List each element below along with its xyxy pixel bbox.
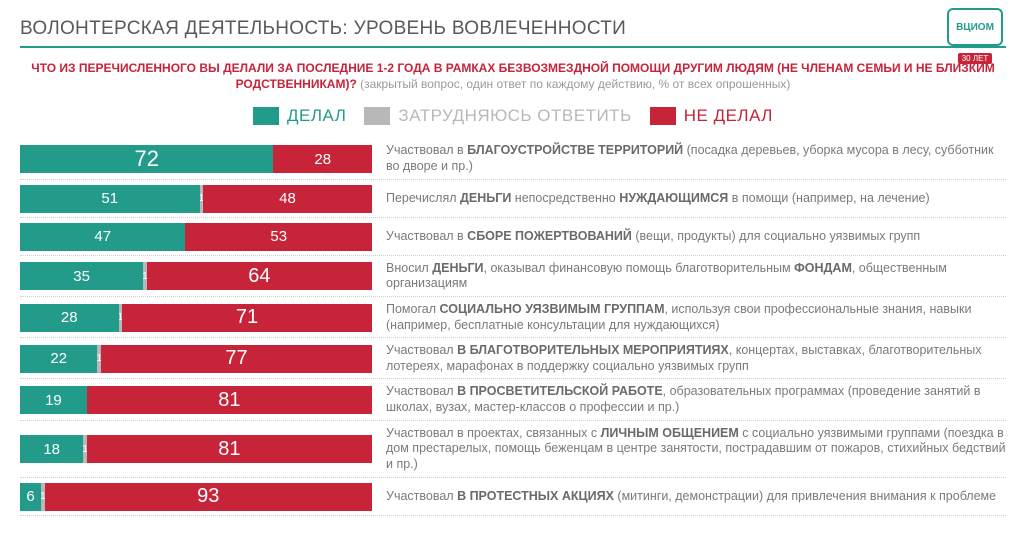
bar-segment-did: 18 (20, 435, 83, 463)
legend-not-label: НЕ ДЕЛАЛ (684, 106, 773, 126)
bar-segment-not: 28 (273, 145, 372, 173)
legend-did-label: ДЕЛАЛ (287, 106, 346, 126)
legend-na: ЗАТРУДНЯЮСЬ ОТВЕТИТЬ (364, 106, 631, 126)
bar-segment-not: 53 (185, 223, 372, 251)
title-underline (20, 46, 1006, 48)
bar-segment-did: 51 (20, 185, 200, 213)
row-description: Участвовал В БЛАГОТВОРИТЕЛЬНЫХ МЕРОПРИЯТ… (386, 343, 1006, 374)
row-description: Помогал СОЦИАЛЬНО УЯЗВИМЫМ ГРУППАМ, испо… (386, 302, 1006, 333)
chart-row: 4753 Участвовал в СБОРЕ ПОЖЕРТВОВАНИЙ (ве… (20, 218, 1006, 256)
chart-row: 28171 Помогал СОЦИАЛЬНО УЯЗВИМЫМ ГРУППАМ,… (20, 297, 1006, 338)
chart-row: 51148 Перечислял ДЕНЬГИ непосредственно Н… (20, 180, 1006, 218)
row-description: Участвовал в СБОРЕ ПОЖЕРТВОВАНИЙ (вещи, … (386, 229, 1006, 245)
row-description: Участвовал в проектах, связанных с ЛИЧНЫ… (386, 426, 1006, 473)
bar: 51148 (20, 185, 372, 213)
row-description: Участвовал в БЛАГОУСТРОЙСТВЕ ТЕРРИТОРИЙ … (386, 143, 1006, 174)
bar-segment-did: 72 (20, 145, 273, 173)
bar-segment-not: 71 (122, 304, 372, 332)
row-description: Вносил ДЕНЬГИ, оказывал финансовую помощ… (386, 261, 1006, 292)
bar: 7228 (20, 145, 372, 173)
logo-ribbon: 30 ЛЕТ (958, 53, 993, 64)
bar-segment-not: 81 (87, 386, 372, 414)
bar-segment-did: 47 (20, 223, 185, 251)
question-text: ЧТО ИЗ ПЕРЕЧИСЛЕННОГО ВЫ ДЕЛАЛИ ЗА ПОСЛЕ… (20, 60, 1006, 92)
legend-did: ДЕЛАЛ (253, 106, 346, 126)
bar-segment-did: 22 (20, 345, 97, 373)
swatch-did (253, 107, 279, 125)
bar-segment-did: 28 (20, 304, 119, 332)
bar: 28171 (20, 304, 372, 332)
chart-row: 22177 Участвовал В БЛАГОТВОРИТЕЛЬНЫХ МЕРО… (20, 338, 1006, 379)
bar-segment-not: 48 (203, 185, 372, 213)
bar: 22177 (20, 345, 372, 373)
bar-segment-did: 6 (20, 483, 41, 511)
swatch-na (364, 107, 390, 125)
chart-row: 7228 Участвовал в БЛАГОУСТРОЙСТВЕ ТЕРРИТО… (20, 138, 1006, 179)
chart-row: 1981 Участвовал В ПРОСВЕТИТЕЛЬСКОЙ РАБОТЕ… (20, 379, 1006, 420)
bar: 1981 (20, 386, 372, 414)
row-description: Участвовал В ПРОСВЕТИТЕЛЬСКОЙ РАБОТЕ, об… (386, 384, 1006, 415)
bar-segment-not: 64 (147, 262, 372, 290)
legend: ДЕЛАЛ ЗАТРУДНЯЮСЬ ОТВЕТИТЬ НЕ ДЕЛАЛ (20, 106, 1006, 126)
chart-row: 18181 Участвовал в проектах, связанных с … (20, 421, 1006, 478)
legend-na-label: ЗАТРУДНЯЮСЬ ОТВЕТИТЬ (398, 106, 631, 126)
brand-logo: ВЦИОМ 30 ЛЕТ (944, 8, 1006, 70)
chart-row: 35164 Вносил ДЕНЬГИ, оказывал финансовую … (20, 256, 1006, 297)
bar: 35164 (20, 262, 372, 290)
row-description: Участвовал В ПРОТЕСТНЫХ АКЦИЯХ (митинги,… (386, 489, 1006, 505)
chart-row: 6193 Участвовал В ПРОТЕСТНЫХ АКЦИЯХ (мити… (20, 478, 1006, 516)
bar: 4753 (20, 223, 372, 251)
bar: 18181 (20, 435, 372, 463)
bar-segment-not: 93 (45, 483, 372, 511)
swatch-not (650, 107, 676, 125)
page-title: ВОЛОНТЕРСКАЯ ДЕЯТЕЛЬНОСТЬ: УРОВЕНЬ ВОВЛЕ… (20, 18, 1006, 40)
bar: 6193 (20, 483, 372, 511)
bar-segment-did: 19 (20, 386, 87, 414)
bar-segment-not: 81 (87, 435, 372, 463)
bar-segment-did: 35 (20, 262, 143, 290)
row-description: Перечислял ДЕНЬГИ непосредственно НУЖДАЮ… (386, 191, 1006, 207)
bar-segment-not: 77 (101, 345, 372, 373)
legend-not: НЕ ДЕЛАЛ (650, 106, 773, 126)
logo-text: ВЦИОМ (947, 8, 1003, 46)
chart-rows: 7228Участвовал в БЛАГОУСТРОЙСТВЕ ТЕРРИТО… (20, 138, 1006, 515)
